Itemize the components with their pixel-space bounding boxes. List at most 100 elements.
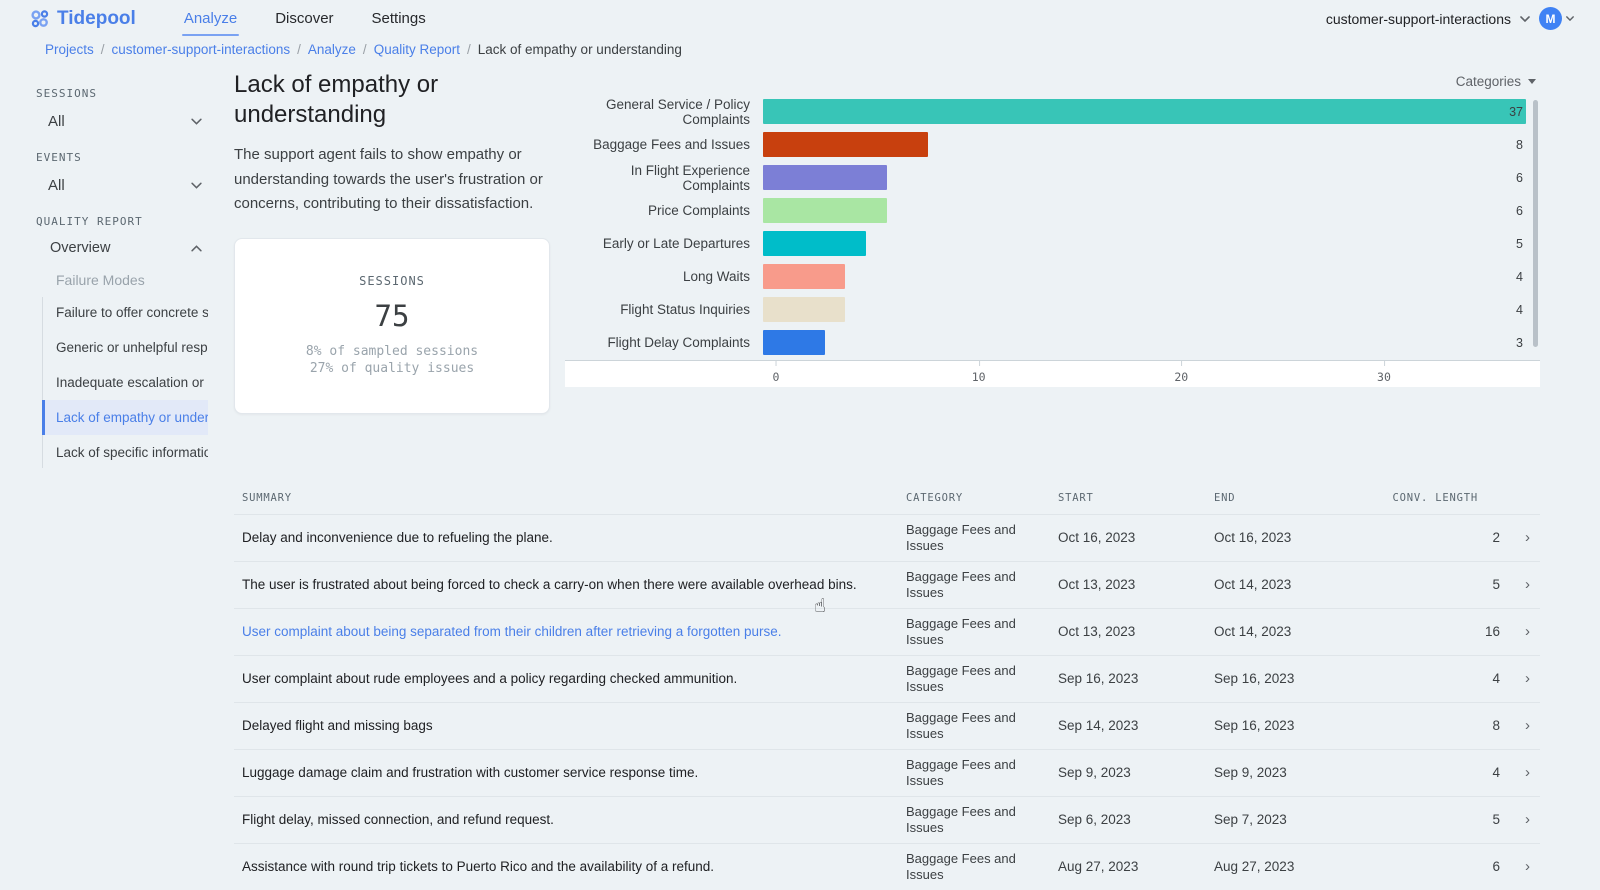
failure-modes-label: Failure Modes: [56, 272, 145, 288]
cell-end: Sep 16, 2023: [1214, 671, 1295, 686]
bar-track: 6: [763, 165, 1540, 190]
table-row[interactable]: The user is frustrated about being force…: [234, 560, 1540, 608]
sidebar-item-generic-unhelpful[interactable]: Generic or unhelpful resp...: [56, 340, 208, 355]
bar-value: 6: [1516, 203, 1523, 218]
cell-end: Sep 7, 2023: [1214, 812, 1287, 827]
project-name: customer-support-interactions: [1325, 10, 1511, 27]
events-section-label: EVENTS: [36, 151, 82, 164]
col-header-category: CATEGORY: [906, 491, 963, 504]
sidebar-item-failure-concrete[interactable]: Failure to offer concrete s...: [56, 305, 208, 320]
account-menu[interactable]: M: [1539, 7, 1574, 30]
cell-category: Baggage Fees and Issues: [906, 709, 1016, 741]
cell-end: Oct 16, 2023: [1214, 530, 1292, 545]
bar[interactable]: [763, 297, 846, 322]
cell-summary[interactable]: Flight delay, missed connection, and ref…: [242, 812, 554, 827]
chart-row[interactable]: In Flight Experience Complaints 6: [565, 161, 1540, 194]
bar[interactable]: [763, 198, 887, 223]
table-row[interactable]: Flight delay, missed connection, and ref…: [234, 795, 1540, 843]
chart-row[interactable]: Flight Status Inquiries 4: [565, 293, 1540, 326]
row-chevron-icon[interactable]: ›: [1525, 811, 1530, 828]
sidebar-item-lack-of-empathy[interactable]: Lack of empathy or under...: [42, 400, 208, 435]
cell-category: Baggage Fees and Issues: [906, 568, 1016, 600]
tab-discover[interactable]: Discover: [275, 10, 334, 27]
bar[interactable]: [763, 132, 928, 157]
cell-category: Baggage Fees and Issues: [906, 615, 1016, 647]
cell-summary[interactable]: Delayed flight and missing bags: [242, 718, 433, 733]
bar-label: Flight Status Inquiries: [620, 302, 750, 317]
quality-report-section-label: QUALITY REPORT: [36, 215, 143, 228]
bar[interactable]: [763, 264, 846, 289]
cell-summary[interactable]: Delay and inconvenience due to refueling…: [242, 530, 553, 545]
events-filter-select[interactable]: All: [36, 165, 206, 206]
cell-start: Oct 13, 2023: [1058, 624, 1136, 639]
row-chevron-icon[interactable]: ›: [1525, 529, 1530, 546]
breadcrumb-analyze[interactable]: Analyze: [307, 42, 356, 57]
cell-conv-length: 4: [1492, 671, 1500, 686]
cell-conv-length: 4: [1492, 765, 1500, 780]
cell-summary-link[interactable]: User complaint about being separated fro…: [242, 624, 782, 639]
bar[interactable]: [763, 231, 867, 256]
table-row[interactable]: Delayed flight and missing bags Baggage …: [234, 701, 1540, 749]
chart-header: Categories: [565, 66, 1540, 95]
chart-row[interactable]: Flight Delay Complaints 3: [565, 326, 1540, 359]
sessions-filter-select[interactable]: All: [36, 101, 206, 142]
breadcrumb-projects[interactable]: Projects: [45, 42, 94, 57]
breadcrumb-project[interactable]: customer-support-interactions: [111, 42, 291, 57]
bar[interactable]: [763, 165, 887, 190]
category-bar-chart: Categories General Service / Policy Comp…: [565, 66, 1540, 414]
chart-row[interactable]: Early or Late Departures 5: [565, 227, 1540, 260]
row-chevron-icon[interactable]: ›: [1525, 764, 1530, 781]
bar-track: 37: [763, 99, 1540, 124]
bar-label: Baggage Fees and Issues: [593, 137, 750, 152]
tidepool-logo-icon: [31, 9, 49, 27]
chart-row[interactable]: Long Waits 4: [565, 260, 1540, 293]
row-chevron-icon[interactable]: ›: [1525, 623, 1530, 640]
sidebar: SESSIONS All EVENTS All QUALITY REPORT O…: [0, 66, 234, 890]
chart-row[interactable]: General Service / Policy Complaints 37: [565, 95, 1540, 128]
tidepool-logo[interactable]: Tidepool: [30, 8, 136, 30]
tab-analyze[interactable]: Analyze: [181, 0, 240, 37]
tab-settings[interactable]: Settings: [371, 10, 426, 27]
sidebar-item-inadequate-escalation[interactable]: Inadequate escalation or ...: [56, 375, 208, 390]
stats-quality-issues: 27% of quality issues: [309, 361, 475, 376]
row-chevron-icon[interactable]: ›: [1525, 576, 1530, 593]
sessions-filter-value: All: [48, 113, 65, 130]
bar-track: 3: [763, 330, 1540, 355]
cell-start: Oct 13, 2023: [1058, 577, 1136, 592]
row-chevron-icon[interactable]: ›: [1525, 717, 1530, 734]
chart-row[interactable]: Price Complaints 6: [565, 194, 1540, 227]
table-row[interactable]: Delay and inconvenience due to refueling…: [234, 513, 1540, 561]
chart-scrollbar[interactable]: [1533, 100, 1538, 347]
row-chevron-icon[interactable]: ›: [1525, 858, 1530, 875]
table-row[interactable]: User complaint about being separated fro…: [234, 607, 1540, 655]
cell-conv-length: 5: [1492, 577, 1500, 592]
table-row[interactable]: User complaint about rude employees and …: [234, 654, 1540, 702]
cell-summary[interactable]: Assistance with round trip tickets to Pu…: [242, 859, 714, 874]
bar-label: In Flight Experience Complaints: [630, 162, 750, 193]
group-by-dropdown[interactable]: Categories: [1456, 74, 1536, 89]
breadcrumb-current: Lack of empathy or understanding: [477, 42, 682, 57]
sidebar-item-lack-of-specific-info[interactable]: Lack of specific informatio...: [56, 445, 208, 460]
bar[interactable]: [763, 330, 825, 355]
chevron-down-icon: [191, 182, 202, 189]
stats-card-value: 75: [374, 299, 410, 333]
breadcrumb-quality-report[interactable]: Quality Report: [373, 42, 460, 57]
chart-row[interactable]: Baggage Fees and Issues 8: [565, 128, 1540, 161]
bar-track: 6: [763, 198, 1540, 223]
row-chevron-icon[interactable]: ›: [1525, 670, 1530, 687]
cell-start: Sep 14, 2023: [1058, 718, 1139, 733]
cell-end: Sep 9, 2023: [1214, 765, 1287, 780]
sessions-table: SUMMARY CATEGORY START END CONV. LENGTH …: [234, 492, 1540, 890]
page-description: The support agent fails to show empathy …: [234, 146, 543, 212]
table-row[interactable]: Luggage damage claim and frustration wit…: [234, 748, 1540, 796]
cell-summary[interactable]: Luggage damage claim and frustration wit…: [242, 765, 699, 780]
cell-summary[interactable]: The user is frustrated about being force…: [242, 577, 857, 592]
cell-summary[interactable]: User complaint about rude employees and …: [242, 671, 738, 686]
col-header-summary: SUMMARY: [242, 491, 292, 504]
cell-start: Sep 9, 2023: [1058, 765, 1131, 780]
chevron-down-icon: [1520, 15, 1530, 22]
bar[interactable]: [763, 99, 1526, 124]
table-row[interactable]: Assistance with round trip tickets to Pu…: [234, 842, 1540, 890]
project-selector[interactable]: customer-support-interactions: [1326, 11, 1530, 27]
sidebar-item-overview[interactable]: Overview: [36, 229, 206, 267]
